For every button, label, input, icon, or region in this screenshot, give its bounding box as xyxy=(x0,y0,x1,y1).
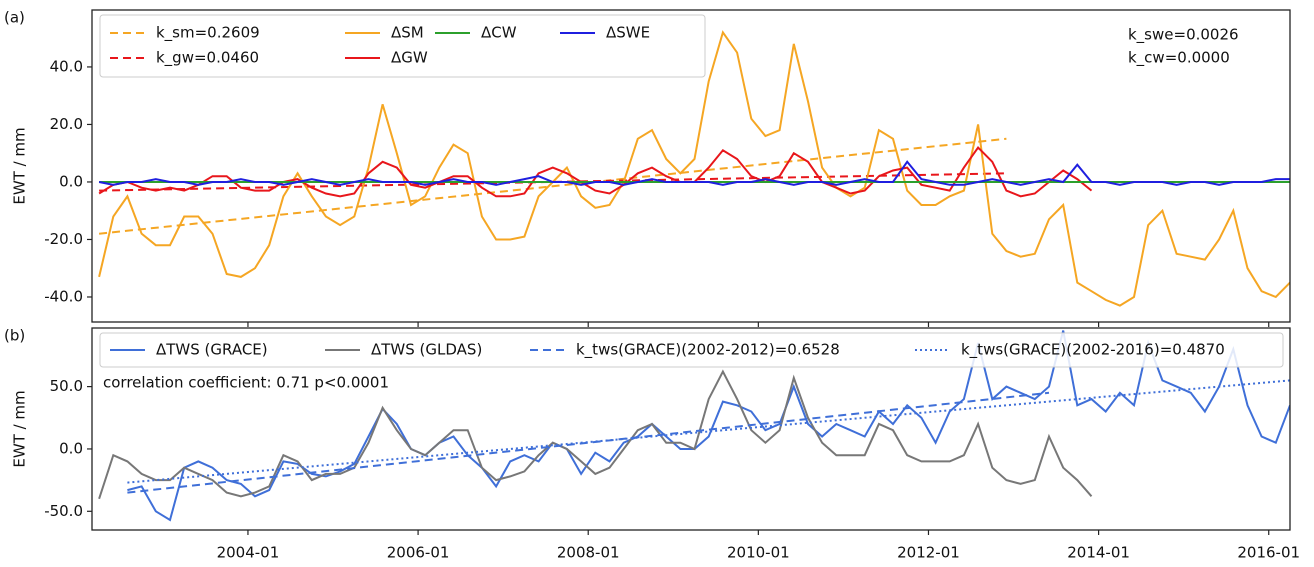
legend-box xyxy=(99,14,706,78)
data-line xyxy=(127,391,1050,494)
y-tick-label: 20.0 xyxy=(50,115,83,133)
series-group xyxy=(98,330,1290,522)
data-line xyxy=(99,172,1007,192)
panel-label: (b) xyxy=(4,327,25,345)
annotation: k_swe=0.0026 xyxy=(1128,26,1239,45)
panel: (b) EWT / mm -50.0 0.0 50.0 2004-01 2006-01 200… xyxy=(4,327,1300,562)
y-axis-label: EWT / mm xyxy=(11,390,29,467)
legend-label: k_tws(GRACE)(2002-2016)=0.4870 xyxy=(961,341,1225,360)
legend-label: ΔTWS (GLDAS) xyxy=(371,341,482,359)
legend: k_sm=0.2609 k_gw=0.0460 ΔSM ΔGW ΔCW ΔSWE xyxy=(99,14,706,78)
y-tick-label: 50.0 xyxy=(50,377,83,395)
data-line xyxy=(98,30,1290,307)
x-tick-label: 2004-01 xyxy=(217,544,280,562)
legend-label: ΔCW xyxy=(481,24,517,42)
legend-box xyxy=(99,332,1284,368)
legend-label: k_tws(GRACE)(2002-2012)=0.6528 xyxy=(576,341,840,360)
data-line xyxy=(98,145,1093,198)
x-tick-label: 2008-01 xyxy=(557,544,620,562)
y-tick-label: -40.0 xyxy=(44,287,83,305)
panel-label: (a) xyxy=(4,9,25,27)
x-tick-label: 2010-01 xyxy=(727,544,790,562)
annotation: correlation coefficient: 0.71 p<0.0001 xyxy=(103,374,389,392)
y-tick-label: 0.0 xyxy=(59,439,83,457)
y-tick-label: 0.0 xyxy=(59,172,83,190)
annotation: k_cw=0.0000 xyxy=(1128,49,1230,68)
data-line xyxy=(98,160,1290,186)
data-line xyxy=(98,369,1093,500)
plot-frame xyxy=(91,327,1291,531)
series-group xyxy=(98,30,1290,307)
legend-label: ΔGW xyxy=(391,49,428,67)
y-axis-label: EWT / mm xyxy=(11,127,29,204)
panel: (a) EWT / mm -40.0 -20.0 0.0 20.0 40.0 k_sm=0.2… xyxy=(4,9,1291,327)
plot-frame xyxy=(91,9,1291,323)
legend-label: k_sm=0.2609 xyxy=(156,24,260,43)
y-tick-label: 40.0 xyxy=(50,57,83,75)
x-tick-label: 2016-01 xyxy=(1237,544,1300,562)
legend-label: ΔSM xyxy=(391,24,424,42)
legend-label: k_gw=0.0460 xyxy=(156,49,259,68)
legend-label: ΔTWS (GRACE) xyxy=(156,341,268,359)
x-tick-label: 2014-01 xyxy=(1067,544,1130,562)
x-tick-label: 2012-01 xyxy=(897,544,960,562)
data-line xyxy=(127,379,1290,484)
data-line xyxy=(98,137,1007,235)
legend-label: ΔSWE xyxy=(606,24,650,42)
x-tick-label: 2006-01 xyxy=(387,544,450,562)
y-tick-label: -50.0 xyxy=(44,502,83,520)
y-tick-label: -20.0 xyxy=(44,230,83,248)
legend: ΔTWS (GRACE) ΔTWS (GLDAS) k_tws(GRACE)(200… xyxy=(99,332,1284,368)
